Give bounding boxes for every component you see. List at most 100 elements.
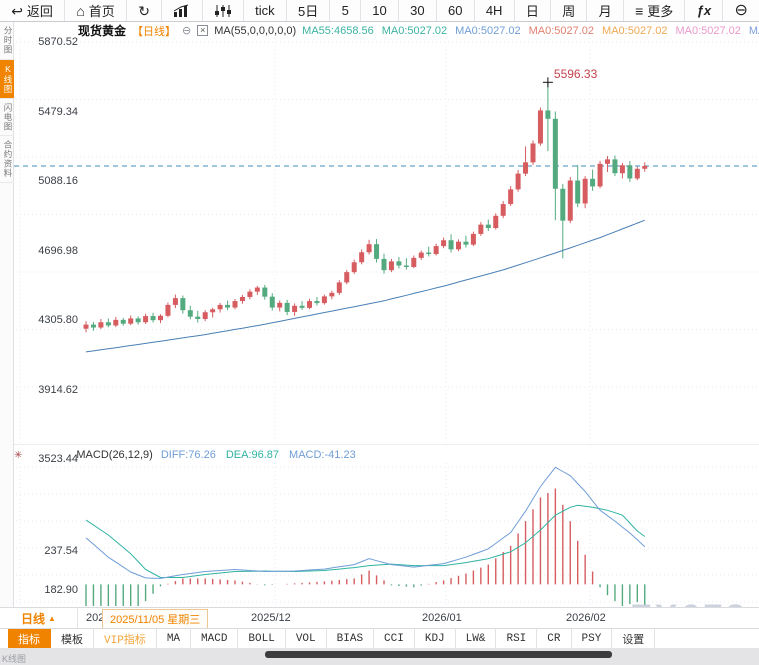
candle-body: [262, 287, 268, 297]
tab-BIAS[interactable]: BIAS: [327, 629, 375, 648]
toolbar-button-back[interactable]: ↩ 返回: [0, 0, 66, 21]
toolbar-button-chart-bar[interactable]: [162, 0, 203, 21]
date-axis-row: 日线 ▲ 2025/11 2025/11/05 星期三 2025/122026/…: [0, 607, 759, 629]
toolbar-label-home: 首页: [88, 4, 115, 19]
tab-RSI[interactable]: RSI: [496, 629, 538, 648]
candle-body: [128, 318, 134, 324]
tab-MACD[interactable]: MACD: [191, 629, 239, 648]
candle-body: [292, 305, 298, 312]
toolbar-button-60[interactable]: 60: [437, 0, 475, 21]
candle-body: [299, 305, 305, 308]
candle-body: [433, 246, 439, 255]
ma-value-1: MA0:5027.02: [381, 24, 448, 37]
toolbar-label-5d: 5日: [298, 4, 319, 19]
price-axis-label: 5479.34: [38, 105, 78, 118]
toolbar-button-fx[interactable]: ƒx: [685, 0, 724, 21]
period-selector-label: 日线: [21, 611, 46, 626]
candle-body: [418, 252, 424, 258]
candle-body: [396, 261, 402, 266]
toolbar-button-4h[interactable]: 4H: [475, 0, 515, 21]
ma-value-2: MA0:5027.02: [455, 24, 521, 37]
collapse-indicator-icon[interactable]: ⊖: [182, 25, 192, 37]
candle-body: [284, 302, 290, 312]
candle-body: [381, 258, 387, 271]
toolbar-button-5[interactable]: 5: [330, 0, 362, 21]
indicator-settings-icon[interactable]: ✳: [14, 449, 23, 461]
toolbar-button-10[interactable]: 10: [361, 0, 399, 21]
candle-body: [359, 252, 365, 263]
bottom-strip-label: K线图: [2, 654, 27, 664]
sidebar-item-flash-chart[interactable]: 闪电图: [0, 99, 14, 136]
tab-LWx[interactable]: LW&: [456, 629, 497, 648]
candle-body: [336, 282, 342, 293]
candle-body: [515, 173, 521, 190]
toolbar-button-tick[interactable]: tick: [244, 0, 287, 21]
candle-body: [180, 298, 186, 311]
period-selector[interactable]: 日线 ▲: [0, 608, 78, 628]
candle-body: [202, 312, 208, 320]
toolbar-button-month[interactable]: 月: [587, 0, 624, 21]
toolbar-label-4h: 4H: [485, 3, 503, 18]
tab-KDJ[interactable]: KDJ: [415, 629, 456, 648]
candle-body: [113, 319, 119, 326]
tab-BOLL[interactable]: BOLL: [238, 629, 286, 648]
toolbar-label-day: 日: [525, 4, 539, 19]
price-axis-label: 5870.52: [38, 36, 78, 48]
candle-body: [277, 302, 283, 308]
tab-xx[interactable]: 指标: [8, 629, 51, 648]
toolbar-button-week[interactable]: 周: [551, 0, 588, 21]
toolbar-label-5: 5: [341, 3, 349, 18]
candle-body: [605, 159, 610, 164]
candle-body: [195, 316, 201, 320]
tab-xx[interactable]: 模板: [51, 629, 94, 648]
tab-xx[interactable]: 设置: [612, 629, 656, 648]
back-icon: ↩: [11, 2, 23, 19]
macd-value-2: MACD:-41.23: [289, 449, 356, 461]
bar-chart-icon: [173, 4, 190, 18]
price-annotation: 5596.33: [553, 67, 598, 82]
candle-body: [582, 178, 588, 204]
toolbar-button-30[interactable]: 30: [399, 0, 437, 21]
toolbar-button-more[interactable]: ≡ 更多: [624, 0, 686, 21]
date-tick: 2026/02: [566, 612, 606, 624]
candle-body: [239, 296, 245, 302]
ma-value-4: MA0:5027.02: [602, 24, 668, 37]
toolbar-button-zoom-out[interactable]: ⊖: [723, 0, 759, 21]
toolbar-button-chart-candle[interactable]: [203, 0, 244, 21]
tab-CR[interactable]: CR: [537, 629, 572, 648]
price-axis-label: 4305.80: [38, 314, 78, 326]
ma-value-0: MA55:4658.56: [302, 24, 374, 37]
tab-MA[interactable]: MA: [157, 629, 192, 648]
candle-body: [441, 240, 447, 247]
macd-header: ✳ MACD(26,12,9) DIFF:76.26 DEA:96.87 MACD:…: [14, 448, 366, 462]
toolbar-button-5d[interactable]: 5日: [287, 0, 331, 21]
toolbar-button-home[interactable]: ⌂ 首页: [65, 0, 128, 21]
tab-CCI[interactable]: CCI: [374, 629, 415, 648]
date-tick: 2026/01: [422, 612, 462, 624]
tab-PSY[interactable]: PSY: [572, 629, 613, 648]
ma-formula: MA(55,0,0,0,0,0): [214, 24, 297, 37]
tab-VOL[interactable]: VOL: [286, 629, 327, 648]
candle-body: [627, 165, 633, 179]
tab-VIPxx[interactable]: VIP指标: [94, 629, 157, 648]
candle-body: [552, 118, 558, 189]
toolbar-label-10: 10: [372, 3, 387, 18]
toolbar-button-refresh[interactable]: ↻: [127, 0, 163, 21]
price-axis: 5870.52 5479.34 5088.16 4696.98 4305.80 3914.…: [0, 0, 759, 465]
ma-value-5: MA0:5027.02: [675, 24, 741, 37]
candle-body: [217, 304, 223, 310]
toolbar-label-month: 月: [598, 4, 612, 19]
macd-value-1: DEA:96.87: [225, 449, 280, 461]
candle-body: [247, 291, 253, 297]
sidebar-item-contract-info[interactable]: 合约资料: [0, 136, 14, 183]
home-icon: ⌂: [76, 2, 85, 19]
toolbar-button-day[interactable]: 日: [515, 0, 552, 21]
chevron-up-icon: ▲: [48, 613, 56, 623]
scrollbar-thumb[interactable]: [265, 651, 612, 658]
remove-indicator-icon[interactable]: ×: [197, 25, 209, 36]
sidebar-item-kline-chart[interactable]: K线图: [0, 59, 14, 99]
sidebar-item-time-chart[interactable]: 分时图: [0, 22, 14, 60]
candle-body: [120, 319, 126, 324]
